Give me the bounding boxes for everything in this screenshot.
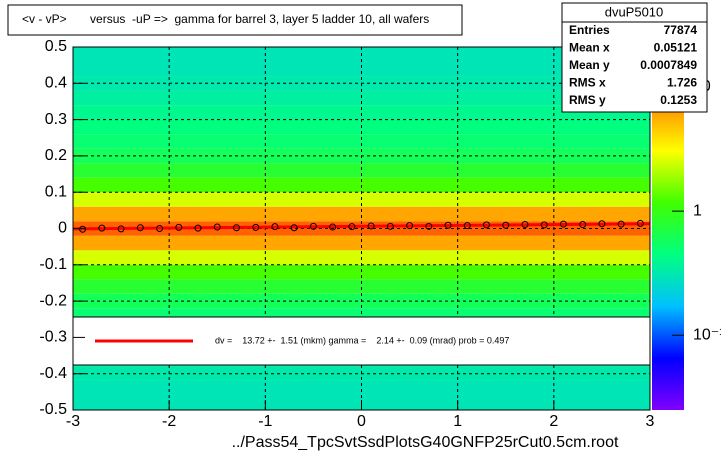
profile-point	[367, 222, 375, 230]
x-tick-label: 2	[549, 413, 558, 430]
stats-value: 0.0007849	[640, 58, 697, 72]
profile-point	[598, 220, 606, 228]
profile-point	[175, 223, 183, 231]
profile-point	[579, 221, 587, 229]
fit-line	[72, 222, 651, 231]
stats-value: 77874	[664, 23, 698, 37]
x-tick-label: -2	[162, 413, 176, 430]
stats-label: Mean y	[569, 58, 610, 72]
stats-label: Entries	[569, 23, 610, 37]
stats-label: RMS x	[569, 76, 606, 90]
profile-point	[348, 223, 356, 231]
heatmap-band	[73, 61, 650, 77]
legend-label: dv = 13.72 +- 1.51 (mkm) gamma = 2.14 +-…	[215, 335, 509, 345]
profile-point	[425, 222, 433, 230]
z-tick-label: 1	[693, 202, 702, 219]
heatmap-band	[73, 206, 650, 222]
profile-point	[521, 221, 529, 229]
y-tick-label: -0.4	[39, 365, 67, 382]
y-tick-label: -0.2	[39, 292, 67, 309]
y-tick-label: -0.3	[39, 329, 67, 346]
profile-point	[406, 222, 414, 230]
profile-point	[309, 222, 317, 230]
heatmap-band	[73, 279, 650, 294]
stats-label: Mean x	[569, 41, 610, 55]
x-tick-label: -1	[258, 413, 272, 430]
y-tick-label: 0.4	[45, 75, 67, 92]
heatmap-band	[73, 264, 650, 280]
x-tick-label: 1	[453, 413, 462, 430]
stats-box	[561, 2, 708, 113]
plot-area: dv = 13.72 +- 1.51 (mkm) gamma = 2.14 +-…	[72, 46, 651, 411]
profile-point	[156, 225, 164, 232]
stats-value: 0.05121	[654, 41, 698, 55]
heatmap-band	[73, 105, 650, 120]
y-tick-label: 0.1	[45, 183, 67, 200]
profile-point	[194, 224, 202, 232]
heatmap-band	[73, 163, 650, 178]
title-box	[7, 4, 463, 36]
profile-point	[329, 223, 337, 231]
profile-point	[213, 223, 221, 231]
profile-point	[98, 224, 106, 232]
z-tick-label: 10⁻¹	[693, 326, 721, 343]
profile-point	[636, 219, 644, 227]
stats-value: 1.726	[667, 76, 697, 90]
heatmap-band	[73, 134, 650, 149]
x-tick-label: 3	[646, 413, 655, 430]
stats-title: dvuP5010	[605, 4, 664, 19]
profile-point	[559, 220, 567, 228]
chart-title: <v - vP> versus -uP => gamma for barrel …	[22, 12, 429, 26]
x-tick-label: 0	[357, 413, 366, 430]
profile-point	[232, 224, 240, 232]
profile-point	[79, 225, 87, 233]
profile-point	[502, 221, 510, 229]
x-axis-label: ../Pass54_TpcSvtSsdPlotsG40GNFP25rCut0.5…	[232, 434, 619, 451]
y-tick-label: -0.5	[39, 401, 67, 418]
profile-point	[117, 225, 125, 233]
y-tick-label: -0.1	[39, 256, 67, 273]
y-tick-label: 0	[58, 220, 67, 237]
heatmap-band	[73, 235, 650, 251]
profile-point	[540, 221, 548, 229]
profile-point	[386, 222, 394, 230]
profile-point	[252, 223, 260, 231]
profile-point	[483, 221, 491, 229]
heatmap-band	[73, 177, 650, 193]
y-tick-label: 0.3	[45, 111, 67, 128]
profile-point	[463, 222, 471, 230]
profile-point	[136, 224, 144, 232]
stats-value: 0.1253	[660, 93, 697, 107]
y-tick-label: 0.5	[45, 38, 67, 55]
profile-point	[444, 221, 452, 229]
x-tick-label: -3	[66, 413, 80, 430]
profile-point	[617, 220, 625, 228]
stats-label: RMS y	[569, 93, 606, 107]
heatmap-band	[73, 380, 650, 396]
profile-point	[290, 224, 298, 232]
profile-point	[271, 223, 279, 231]
y-tick-label: 0.2	[45, 147, 67, 164]
